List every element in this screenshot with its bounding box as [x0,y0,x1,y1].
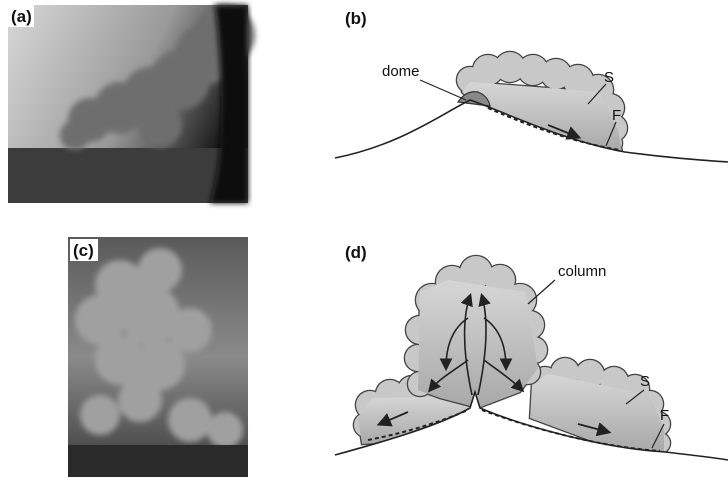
photo-a: (a) [8,5,255,203]
panel-label: (c) [73,241,94,260]
diagram-b: (b) dome S F [335,9,728,215]
panel-label: (a) [11,7,32,26]
annotation: F [612,107,621,124]
panel-label: (d) [345,243,367,262]
diagram-d: (d) column SF [335,243,728,480]
photo-c: (c) [68,237,248,477]
annotation: F [660,407,669,424]
annotation: S [640,373,650,390]
panel-label: (b) [345,9,367,28]
figure: (a) (c) (b) domeSF (d) columnSF [0,0,728,480]
annotation: column [558,263,606,280]
annotation: dome [382,63,420,80]
cloud [404,255,549,408]
annotation: S [604,69,614,86]
